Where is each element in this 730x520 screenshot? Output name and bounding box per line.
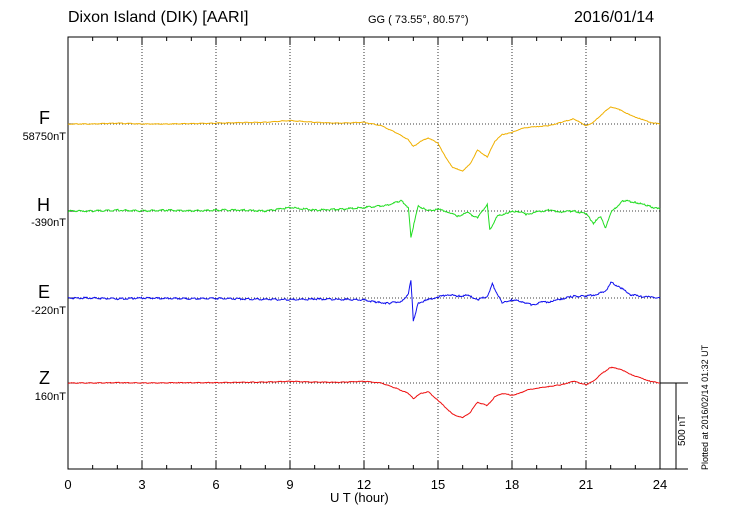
- x-tick-label: 0: [64, 477, 71, 492]
- x-tick-label: 3: [138, 477, 145, 492]
- x-tick-label: 12: [357, 477, 371, 492]
- geographic-coordinates: GG ( 73.55°, 80.57°): [368, 14, 469, 26]
- series-line-z: [67, 366, 660, 419]
- channel-e-name: E: [37, 282, 50, 302]
- channel-h-baseline: -390nT: [31, 217, 66, 229]
- series-line-e: [67, 280, 661, 322]
- x-tick-label: 21: [579, 477, 593, 492]
- x-tick-label: 6: [212, 477, 219, 492]
- x-tick-label: 18: [505, 477, 519, 492]
- x-tick-label: 15: [431, 477, 445, 492]
- channel-h-name: H: [37, 195, 50, 215]
- channel-f-baseline: 58750nT: [22, 131, 66, 143]
- x-tick-label: 9: [286, 477, 293, 492]
- station-title: Dixon Island (DIK) [AARI]: [68, 9, 249, 26]
- series-line-f: [67, 106, 661, 172]
- channel-f-name: F: [39, 108, 50, 128]
- scale-bar-label: 500 nT: [677, 414, 688, 446]
- x-axis-title: U T (hour): [330, 490, 389, 505]
- x-tick-label: 24: [653, 477, 667, 492]
- channel-z-name: Z: [39, 368, 50, 388]
- channel-e-baseline: -220nT: [31, 305, 66, 317]
- channel-z-baseline: 160nT: [34, 391, 66, 403]
- plot-date: 2016/01/14: [574, 9, 655, 26]
- plotted-timestamp: Plotted at 2016/02/14 01:32 UT: [700, 344, 710, 470]
- series-line-h: [68, 199, 661, 238]
